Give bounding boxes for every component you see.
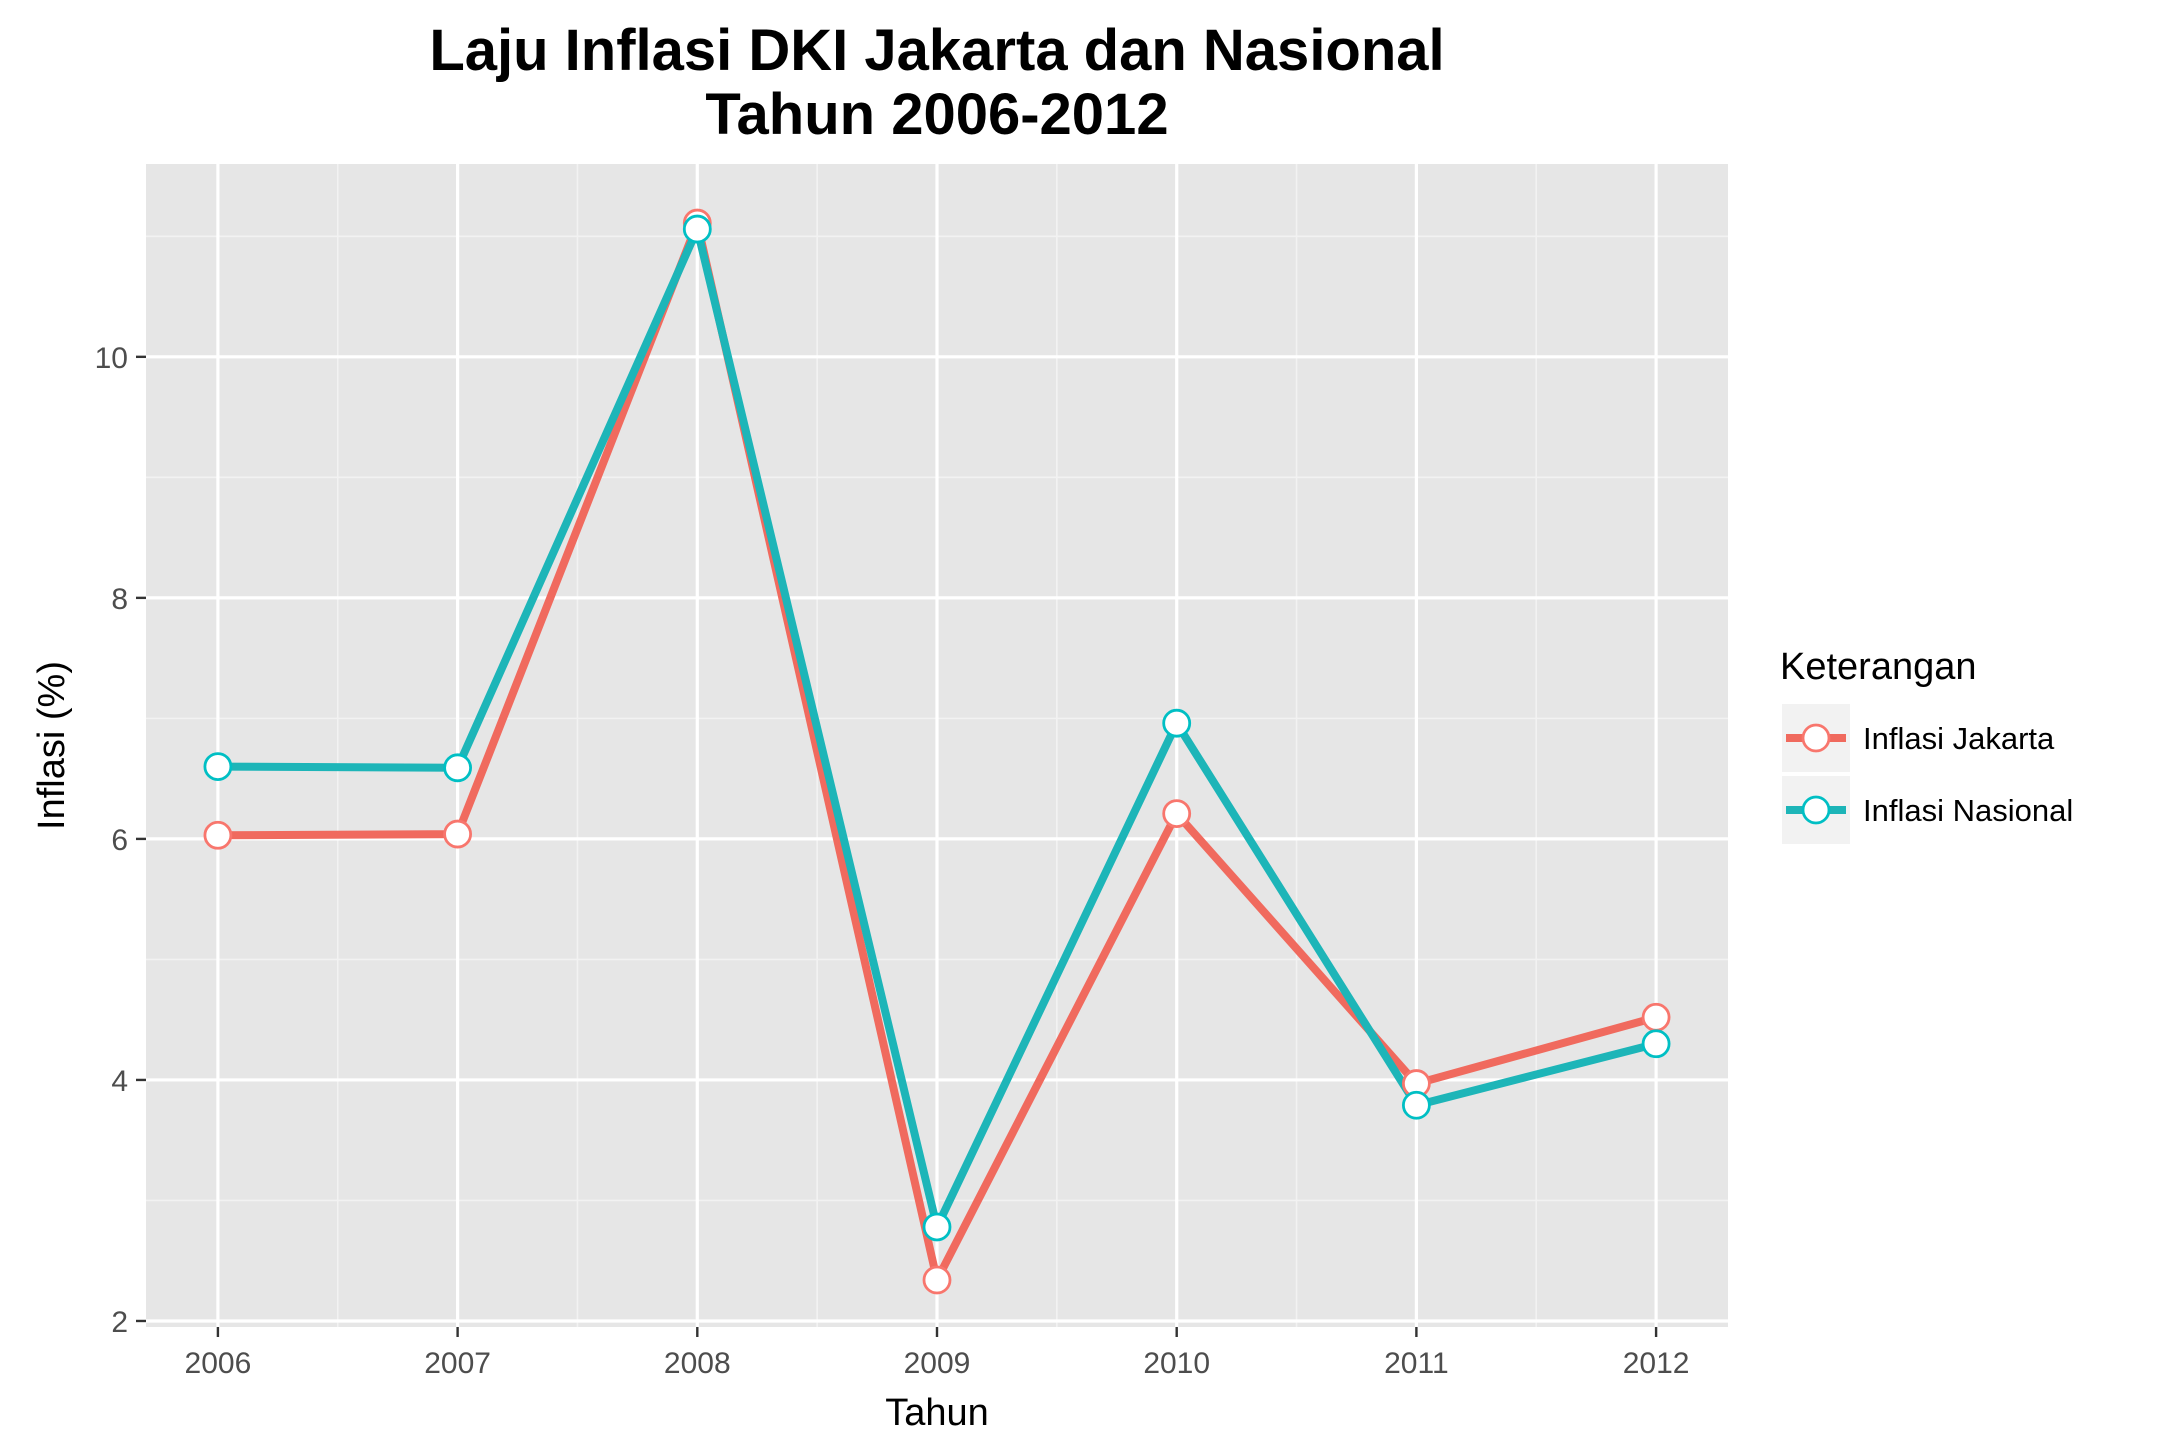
- legend-label: Inflasi Jakarta: [1863, 721, 2055, 756]
- legend-title: Keterangan: [1780, 646, 1977, 688]
- x-tick-label: 2010: [1143, 1347, 1210, 1380]
- data-point: [1641, 1029, 1671, 1059]
- grid-lines: [146, 164, 1728, 1327]
- chart-title-line-2: Tahun 2006-2012: [705, 82, 1168, 147]
- legend-key-point: [1801, 723, 1831, 753]
- x-tick-label: 2008: [664, 1347, 731, 1380]
- data-point: [203, 820, 233, 850]
- series-group: [203, 208, 1671, 1295]
- data-point: [1641, 1002, 1671, 1032]
- data-point: [682, 214, 712, 244]
- y-axis-title: Inflasi (%): [31, 661, 73, 830]
- x-tick-label: 2007: [424, 1347, 491, 1380]
- x-tick-label: 2006: [185, 1347, 252, 1380]
- y-tick-label: 2: [111, 1306, 128, 1339]
- x-tick-label: 2009: [904, 1347, 971, 1380]
- x-axis-title: Tahun: [885, 1392, 989, 1434]
- legend-key-point: [1801, 795, 1831, 825]
- data-point: [203, 752, 233, 781]
- x-tick-label: 2011: [1384, 1347, 1449, 1380]
- data-point: [1162, 799, 1192, 828]
- legend-item-inflasi-jakarta: Inflasi Jakarta: [1782, 704, 2055, 772]
- legend: Keterangan Inflasi Jakarta Inflasi Nasiona…: [1780, 646, 2073, 844]
- y-tick-label: 6: [111, 824, 128, 857]
- x-tick-label: 2012: [1623, 1347, 1690, 1380]
- data-point: [1401, 1090, 1431, 1120]
- chart-title: Laju Inflasi DKI Jakarta dan NasionalTah…: [429, 18, 1444, 147]
- y-tick-label: 10: [95, 342, 128, 375]
- data-point: [443, 819, 473, 849]
- y-tick-label: 8: [111, 583, 128, 616]
- series-points-inflasi-nasional: [203, 214, 1671, 1242]
- series-points-inflasi-jakarta: [203, 208, 1671, 1295]
- data-point: [443, 753, 473, 783]
- axes: 2 4 6 8 10 2006 2007 2008 2009 2010 2011 2012 Tahun I…: [31, 342, 1689, 1434]
- data-point: [1162, 708, 1192, 738]
- legend-label: Inflasi Nasional: [1863, 793, 2073, 828]
- data-point: [922, 1265, 952, 1295]
- data-point: [922, 1212, 952, 1242]
- legend-item-inflasi-nasional: Inflasi Nasional: [1782, 776, 2073, 844]
- y-tick-label: 4: [111, 1065, 128, 1098]
- chart-title-line-1: Laju Inflasi DKI Jakarta dan Nasional: [429, 18, 1444, 83]
